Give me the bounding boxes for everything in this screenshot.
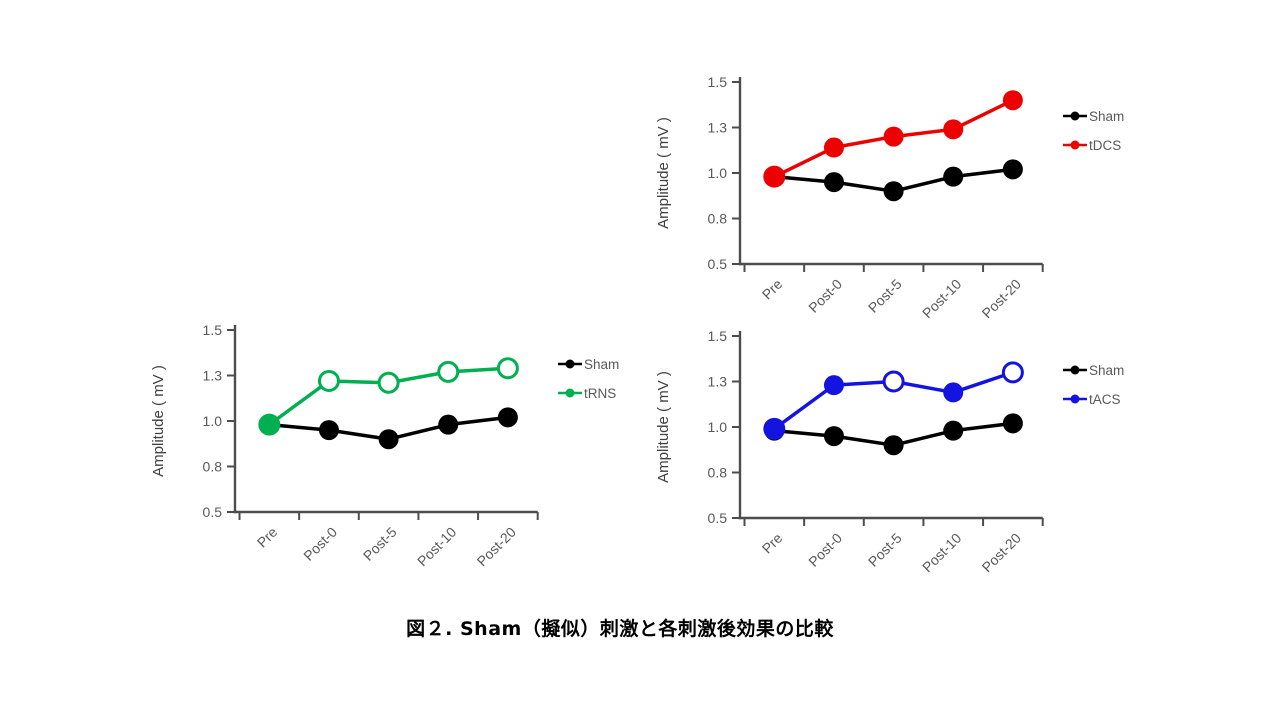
data-point-tdcs-post-20 [1002,90,1023,111]
y-tick-label: 1.0 [708,419,728,435]
legend-item-sham: Sham [558,357,619,372]
y-tick-label: 1.3 [708,374,728,390]
chart-trns: 1.5 1.3 1.0 0.8 0.5 Pre Post-0 Post-5 Post-10 Pos… [115,298,675,598]
figure-caption: 図２. Sham（擬似）刺激と各刺激後効果の比較 [406,618,834,640]
legend-label: tACS [1089,392,1121,407]
x-category-label: Post-20 [979,530,1025,576]
legend-marker [565,388,575,398]
data-point-tacs-post-20 [1001,361,1024,384]
data-point-sham-post-10 [943,420,964,441]
data-point-sham-post-10 [438,414,459,435]
legend-label: tDCS [1089,138,1121,153]
x-category-label: Post-10 [919,530,965,576]
legend-label: tRNS [584,386,616,401]
legend-item-tacs: tACS [1063,392,1121,407]
x-category-label: Post-0 [300,524,340,564]
data-point-trns-post-10 [437,360,460,383]
data-point-sham-post-5 [883,435,904,456]
x-category-label: Pre [759,276,786,303]
legend-label: Sham [1089,109,1124,124]
chart-tacs: 1.5 1.3 1.0 0.8 0.5 Pre Post-0 Post-5 Post-10 Pos… [620,304,1180,604]
data-point-tdcs-post-5 [883,126,904,147]
legend-marker [1070,140,1080,150]
data-point-tdcs-pre [763,165,786,188]
x-category-label: Post-10 [414,524,460,570]
y-tick-label: 0.5 [203,504,223,520]
legend-label: Sham [1089,363,1124,378]
data-point-sham-post-10 [943,166,964,187]
x-category-label: Post-5 [865,530,905,570]
x-category-label: Post-20 [474,524,520,570]
y-tick-label: 0.8 [708,211,728,227]
y-axis-title: Amplitude ( mV ) [655,117,672,229]
data-point-tacs-pre [763,417,786,440]
y-tick-label: 0.5 [708,256,728,272]
data-point-tacs-post-0 [823,375,844,396]
x-category-label: Post-0 [805,530,845,570]
data-point-sham-post-0 [823,426,844,447]
data-point-sham-post-0 [823,172,844,193]
y-tick-label: 0.8 [203,459,223,475]
data-point-tacs-post-5 [882,370,905,393]
x-category-label: Post-5 [360,524,400,564]
y-tick-label: 1.5 [708,328,728,344]
chart-trns-plot: 1.5 1.3 1.0 0.8 0.5 Pre Post-0 Post-5 Post-10 Pos… [150,322,619,570]
y-tick-label: 1.3 [708,120,728,136]
data-point-trns-pre [258,413,281,436]
y-tick-label: 1.5 [203,322,223,338]
data-point-tacs-post-10 [943,382,964,403]
data-point-sham-post-5 [378,429,399,450]
y-tick-label: 1.5 [708,74,728,90]
data-point-sham-post-20 [1002,159,1023,180]
y-tick-label: 0.5 [708,510,728,526]
y-axis-title: Amplitude ( mV ) [150,365,167,477]
x-category-label: Pre [759,530,786,557]
data-point-trns-post-20 [496,357,519,380]
legend-label: Sham [584,357,619,372]
y-tick-label: 0.8 [708,465,728,481]
y-tick-label: 1.0 [203,413,223,429]
y-tick-label: 1.3 [203,368,223,384]
data-point-sham-post-0 [318,420,339,441]
legend-item-tdcs: tDCS [1063,138,1121,153]
legend-item-sham: Sham [1063,363,1124,378]
legend-item-trns: tRNS [558,386,616,401]
data-point-sham-post-20 [1002,413,1023,434]
data-point-sham-post-20 [497,407,518,428]
x-category-label: Pre [254,524,281,551]
legend-marker [565,359,575,369]
chart-tdcs: 1.5 1.3 1.0 0.8 0.5 Pre Post-0 Post-5 Post-10 Pos… [620,50,1180,350]
legend-item-sham: Sham [1063,109,1124,124]
data-point-trns-post-5 [377,371,400,394]
chart-tacs-plot: 1.5 1.3 1.0 0.8 0.5 Pre Post-0 Post-5 Post-10 Pos… [655,328,1124,576]
y-axis-title: Amplitude ( mV ) [655,371,672,483]
data-point-trns-post-0 [317,369,340,392]
data-point-tdcs-post-0 [823,137,844,158]
legend-marker [1070,365,1080,375]
y-tick-label: 1.0 [708,165,728,181]
legend-marker [1070,111,1080,121]
data-point-tdcs-post-10 [943,119,964,140]
data-point-sham-post-5 [883,181,904,202]
legend-marker [1070,394,1080,404]
